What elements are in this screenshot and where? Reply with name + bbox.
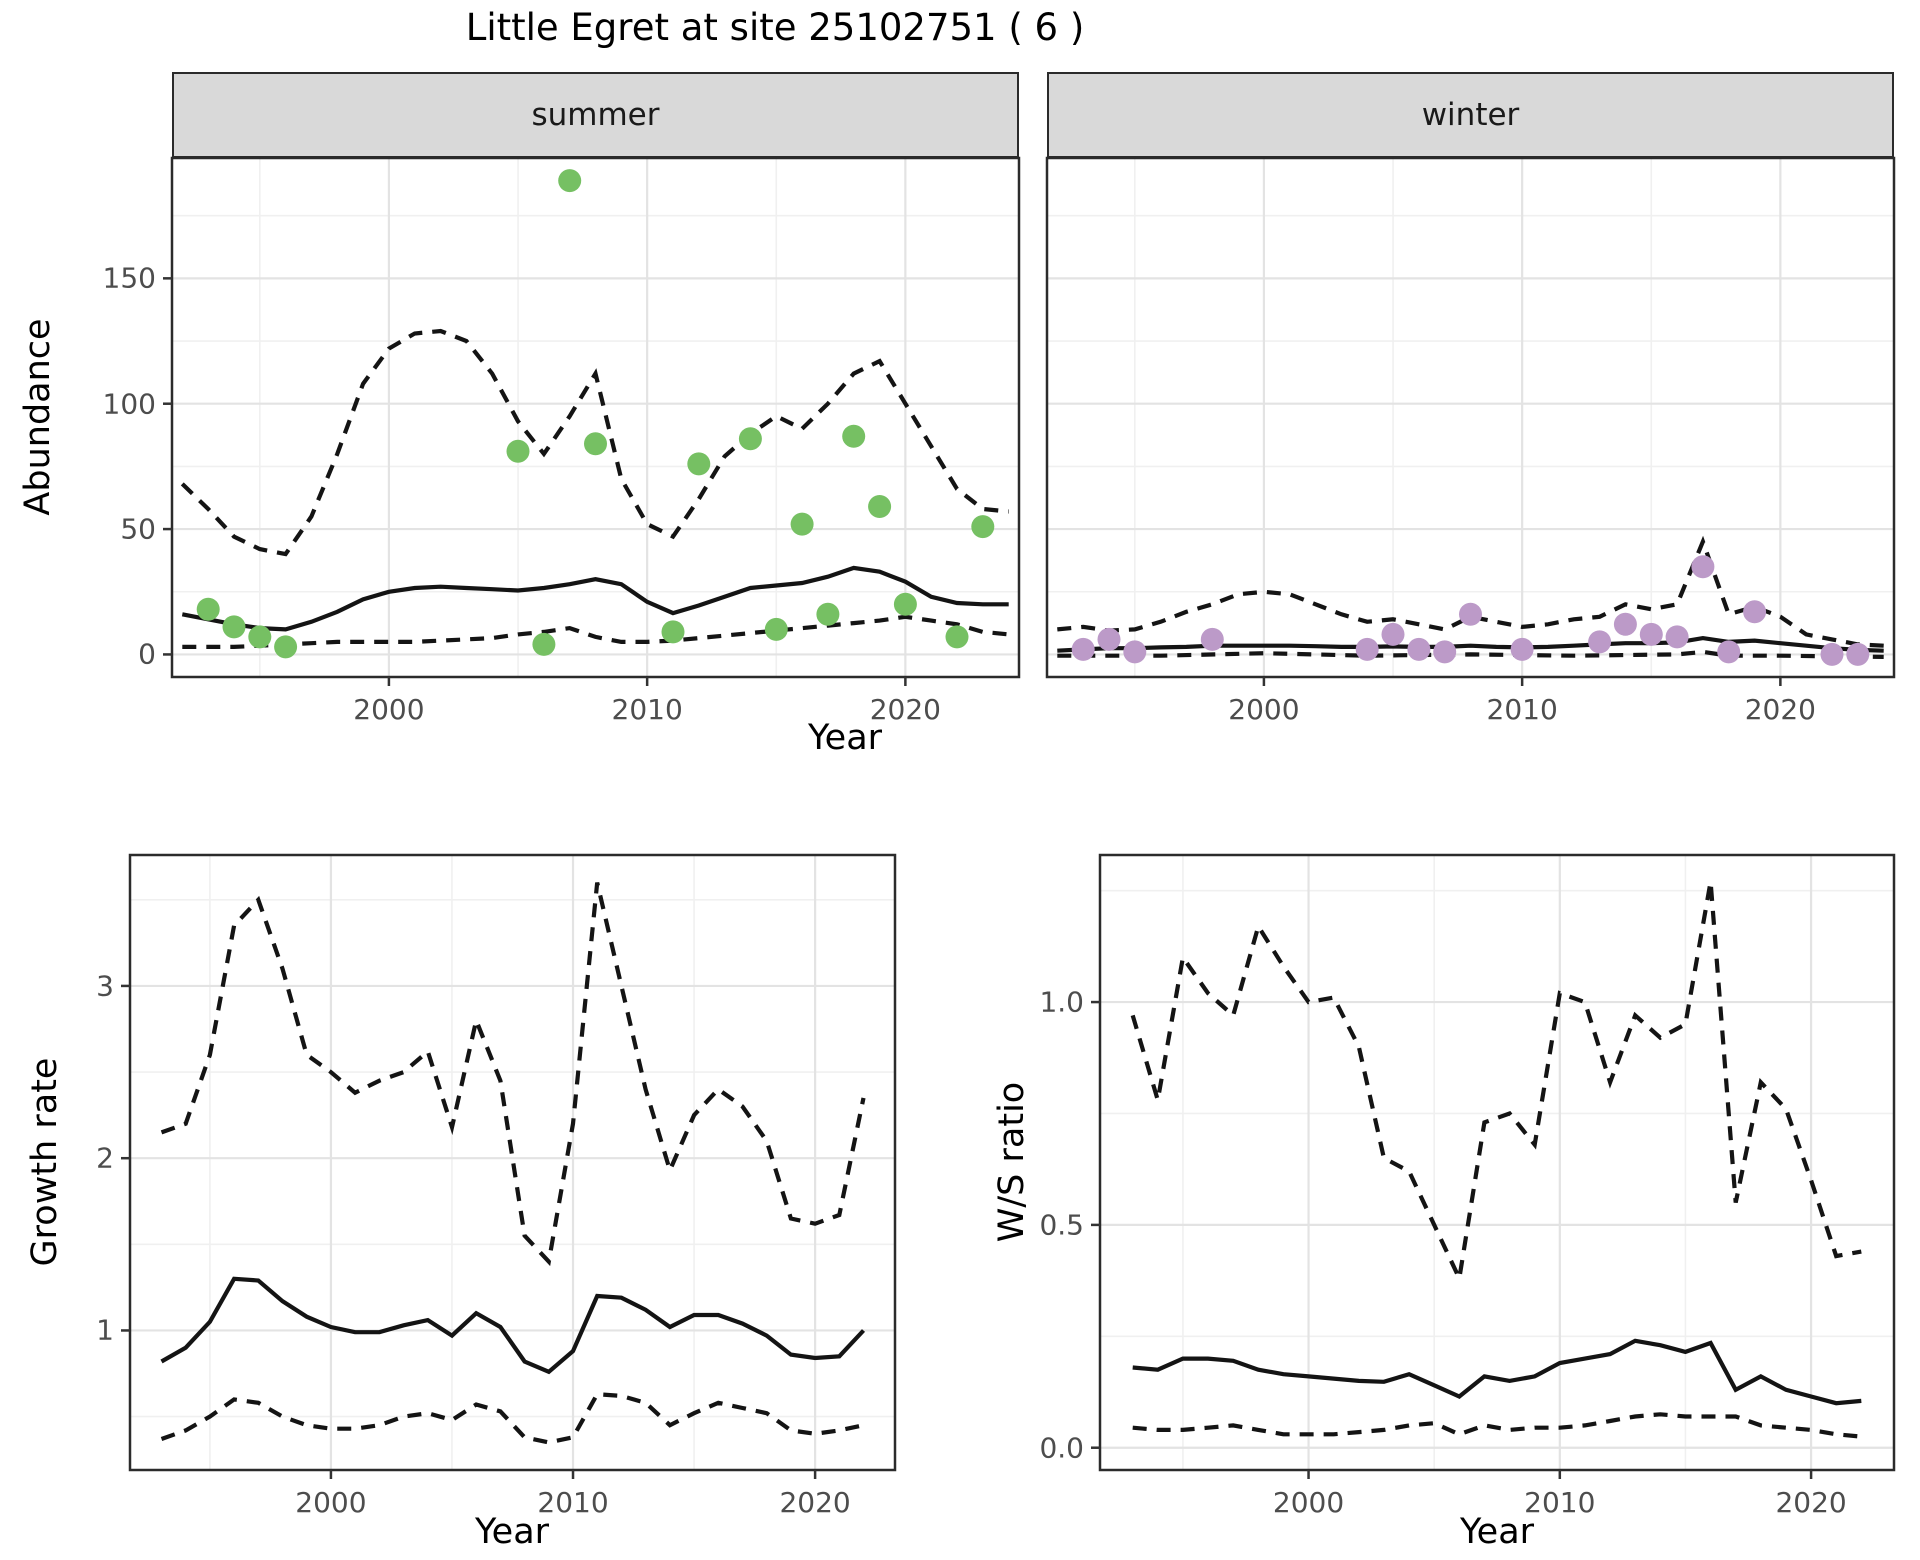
y-tick-label: 3 — [96, 969, 114, 1003]
y-tick-label: 2 — [96, 1141, 114, 1175]
x-axis-title-year-bottom-right: Year — [1459, 1512, 1535, 1552]
facet-strip-summer: summer — [172, 72, 1019, 158]
y-tick-label: 100 — [102, 387, 156, 421]
x-tick-label: 2020 — [1744, 693, 1817, 726]
y-axis-title-growth-rate: Growth rate — [25, 1057, 65, 1267]
x-tick-label: 2020 — [869, 693, 942, 726]
y-tick-label: 0.0 — [1039, 1431, 1084, 1465]
x-tick-label: 2010 — [1486, 693, 1558, 726]
y-tick-label: 0.5 — [1039, 1208, 1084, 1242]
facet-strip-winter-label: winter — [1421, 97, 1520, 133]
x-tick-label: 2010 — [537, 1486, 609, 1519]
facet-strip-winter: winter — [1047, 72, 1894, 158]
y-axis-title-abundance: Abundance — [18, 318, 58, 516]
y-tick-label: 1 — [96, 1313, 114, 1347]
y-tick-label: 0 — [138, 637, 156, 671]
y-tick-label: 1.0 — [1039, 985, 1084, 1019]
x-axis-title-year-bottom-left: Year — [474, 1512, 550, 1552]
y-tick-label: 150 — [102, 261, 156, 295]
x-tick-label: 2000 — [353, 693, 425, 726]
x-tick-label: 2020 — [1775, 1486, 1847, 1519]
x-tick-label: 2010 — [1524, 1486, 1596, 1519]
x-tick-label: 2010 — [611, 693, 683, 726]
x-tick-label: 2020 — [779, 1486, 851, 1519]
x-axis-title-year-top: Year — [807, 718, 883, 758]
x-tick-label: 2000 — [295, 1486, 367, 1519]
chart-title: Little Egret at site 25102751 ( 6 ) — [465, 6, 1085, 49]
y-axis-title-ws-ratio: W/S ratio — [992, 1081, 1032, 1243]
x-tick-label: 2000 — [1272, 1486, 1345, 1519]
x-tick-label: 2000 — [1228, 693, 1300, 726]
y-tick-label: 50 — [120, 512, 156, 546]
facet-strip-summer-label: summer — [531, 97, 660, 133]
